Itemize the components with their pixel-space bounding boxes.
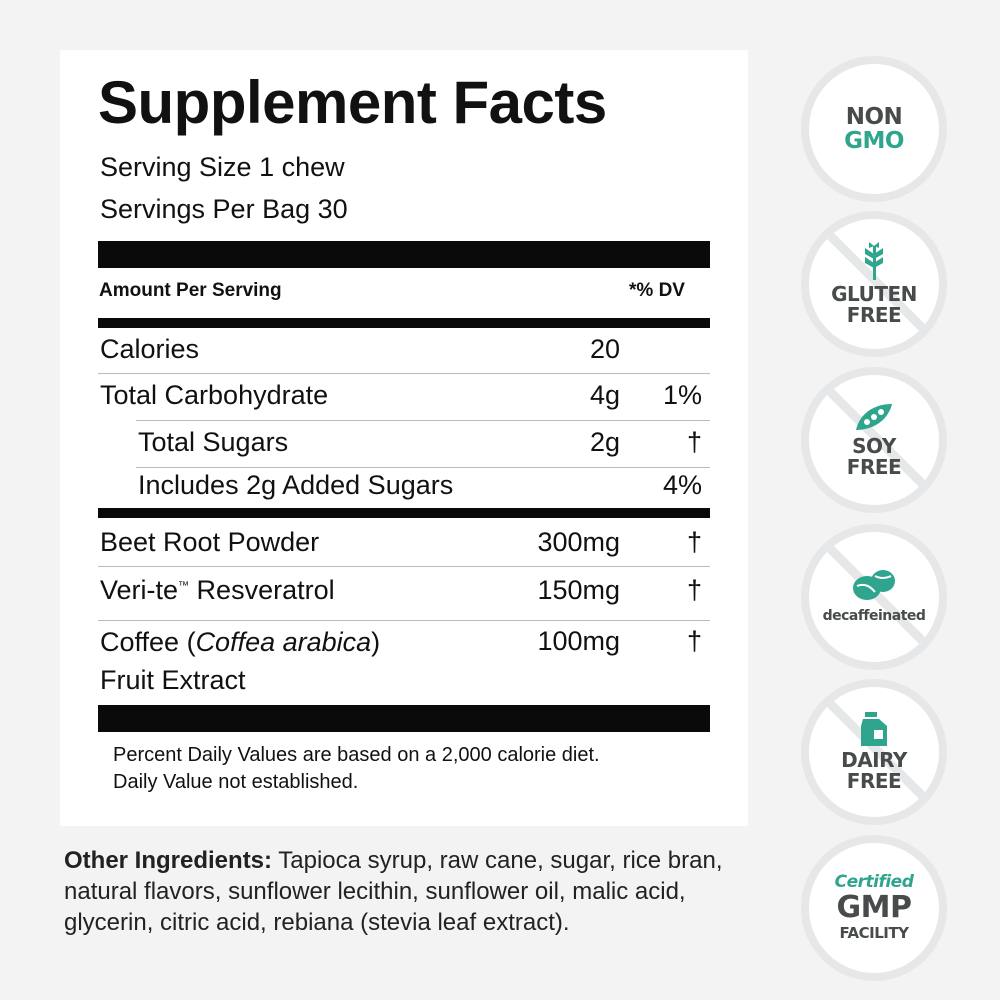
wheat-icon <box>865 242 883 280</box>
serving-size: Serving Size 1 chew <box>100 152 345 182</box>
row-divider <box>136 420 710 421</box>
gmp-certified-badge: Certified GMP FACILITY <box>801 835 947 981</box>
row-divider <box>98 620 710 621</box>
non-gmo-badge: NON GMO <box>801 56 947 202</box>
table-row: Coffee (Coffea arabica) Fruit Extract 100m… <box>100 626 702 695</box>
table-row: Total Sugars 2g † <box>138 427 702 457</box>
footnote-dv: Percent Daily Values are based on a 2,00… <box>113 744 600 766</box>
table-row: Total Carbohydrate 4g 1% <box>100 380 702 410</box>
supplement-facts-panel <box>60 50 748 826</box>
amount-per-serving-header: Amount Per Serving <box>99 280 282 301</box>
row-divider <box>98 566 710 567</box>
row-divider <box>98 373 710 374</box>
decaffeinated-badge: decaffeinated <box>801 524 947 670</box>
soybean-pod-icon <box>856 404 892 430</box>
gluten-free-badge: GLUTEN FREE <box>801 211 947 357</box>
coffee-bean-icon <box>853 569 895 600</box>
divider-bar <box>98 508 710 518</box>
divider-bar <box>98 705 710 732</box>
table-row: Includes 2g Added Sugars 4% <box>138 470 702 500</box>
table-row: Calories 20 <box>100 334 620 364</box>
table-row: Beet Root Powder 300mg † <box>100 527 702 557</box>
row-divider <box>136 467 710 468</box>
servings-per-container: Servings Per Bag 30 <box>100 194 348 224</box>
milk-carton-icon <box>861 712 887 746</box>
soy-free-badge: SOY FREE <box>801 367 947 513</box>
divider-bar <box>98 318 710 328</box>
dairy-free-badge: DAIRY FREE <box>801 679 947 825</box>
divider-bar <box>98 241 710 268</box>
footnote-not-established: Daily Value not established. <box>113 771 359 793</box>
page-title: Supplement Facts <box>98 69 607 136</box>
dv-header: *% DV <box>629 280 685 301</box>
other-ingredients: Other Ingredients: Tapioca syrup, raw ca… <box>64 847 723 936</box>
table-row: Veri-te™ Resveratrol 150mg † <box>100 575 702 605</box>
